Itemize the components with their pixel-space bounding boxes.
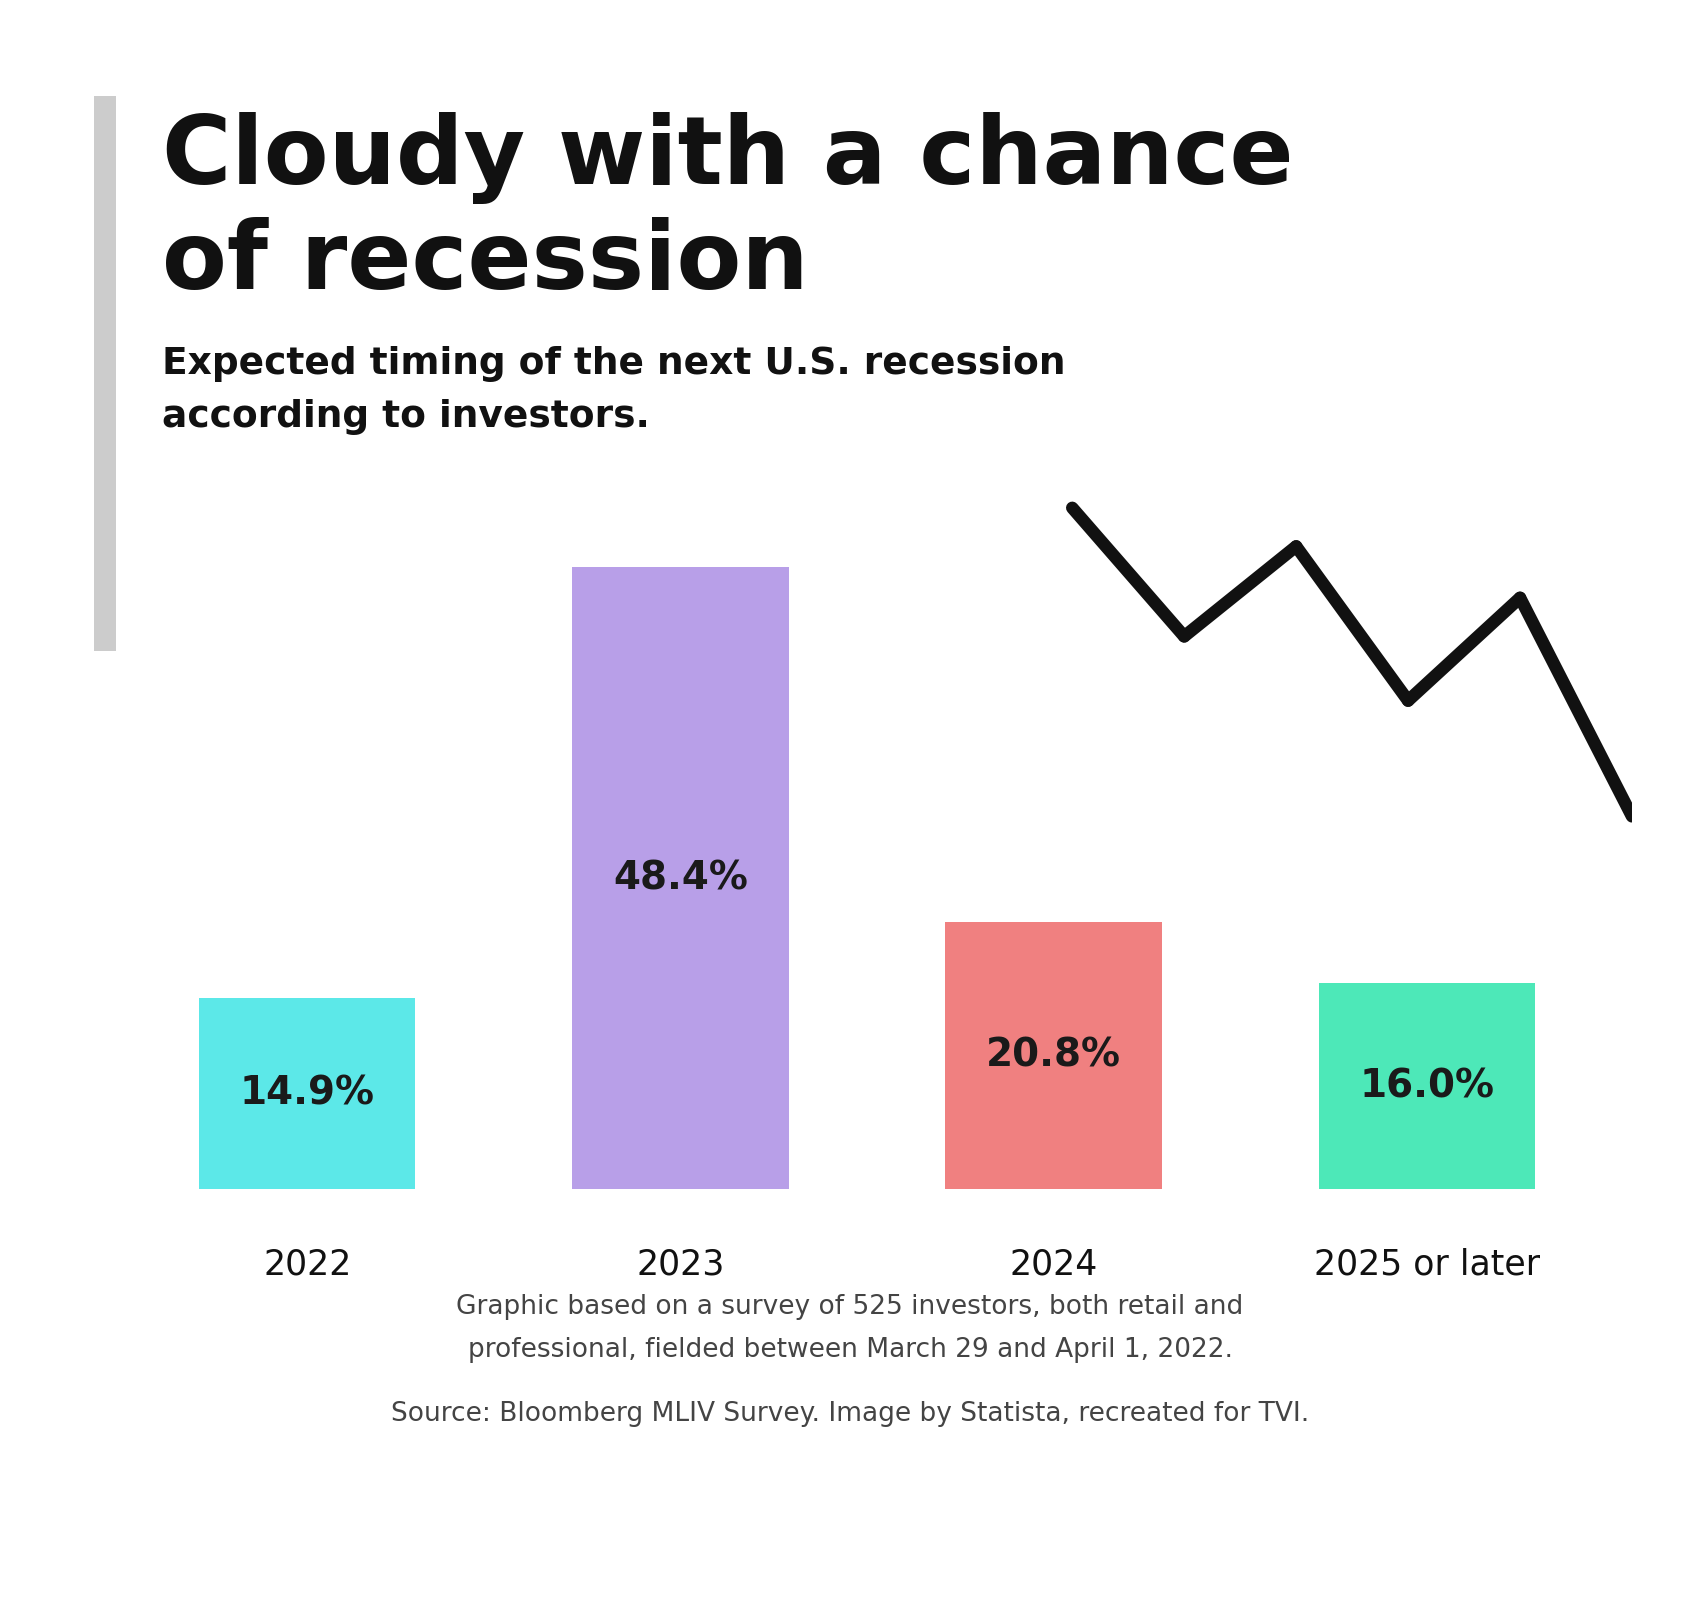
Text: 2024: 2024 <box>1010 1247 1098 1281</box>
Text: 2025 or later: 2025 or later <box>1314 1247 1540 1281</box>
Text: Cloudy with a chance: Cloudy with a chance <box>162 112 1294 204</box>
Bar <box>573 567 789 1189</box>
Bar <box>1319 983 1535 1189</box>
Text: professional, fielded between March 29 and April 1, 2022.: professional, fielded between March 29 a… <box>468 1337 1232 1363</box>
Text: according to investors.: according to investors. <box>162 399 649 434</box>
Text: of recession: of recession <box>162 217 808 309</box>
Text: 16.0%: 16.0% <box>1360 1067 1494 1106</box>
Text: 2022: 2022 <box>264 1247 352 1281</box>
Text: 20.8%: 20.8% <box>986 1037 1120 1075</box>
Text: 14.9%: 14.9% <box>240 1075 374 1112</box>
Bar <box>199 998 415 1189</box>
Bar <box>945 922 1161 1189</box>
Text: Graphic based on a survey of 525 investors, both retail and: Graphic based on a survey of 525 investo… <box>456 1294 1244 1319</box>
Text: Expected timing of the next U.S. recession: Expected timing of the next U.S. recessi… <box>162 346 1064 381</box>
Text: 2023: 2023 <box>636 1247 724 1281</box>
Text: Source: Bloomberg MLIV Survey. Image by Statista, recreated for TVI.: Source: Bloomberg MLIV Survey. Image by … <box>391 1401 1309 1427</box>
Text: 48.4%: 48.4% <box>614 860 748 897</box>
